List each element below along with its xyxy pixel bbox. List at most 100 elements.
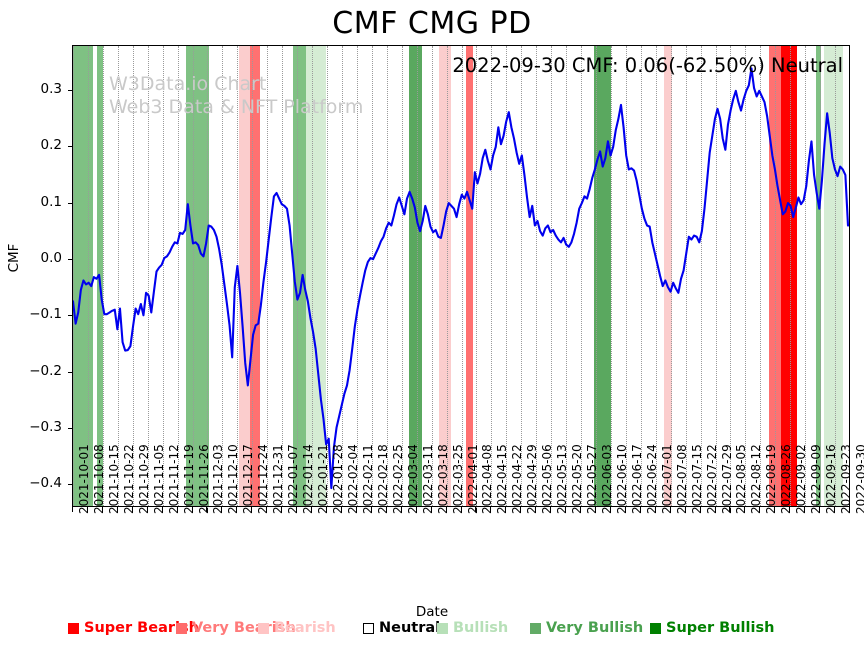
gridline: [730, 46, 732, 506]
legend-item-very-bullish[interactable]: Very Bullish: [530, 618, 643, 638]
x-tick-label: 2022-05-13: [555, 444, 570, 514]
legend-label: Super Bearish: [84, 620, 199, 636]
x-tick-label: 2022-07-22: [704, 444, 719, 514]
gridline: [685, 46, 687, 506]
x-tick-mark: [161, 507, 163, 512]
signal-band: [409, 46, 422, 506]
x-tick-label: 2022-08-26: [779, 444, 794, 514]
x-tick-mark: [251, 507, 253, 512]
y-tick-label: −0.3: [29, 419, 62, 436]
gridline: [715, 46, 717, 506]
x-tick-label: 2022-09-30: [854, 444, 864, 514]
gridline: [267, 46, 269, 506]
x-tick-label: 2022-03-11: [420, 444, 435, 514]
x-tick-mark: [191, 507, 193, 512]
x-tick-mark: [594, 507, 596, 512]
legend-swatch-icon: [437, 622, 448, 634]
legend-swatch-icon: [68, 622, 79, 634]
signal-bands-layer: [73, 46, 849, 506]
legend-label: Very Bullish: [546, 620, 644, 636]
x-tick-mark: [266, 507, 268, 512]
gridline: [655, 46, 657, 506]
cmf-line-series: [73, 67, 849, 490]
x-tick-label: 2022-03-25: [450, 444, 465, 514]
gridline: [356, 46, 358, 506]
x-tick-mark: [176, 507, 178, 512]
gridline: [416, 46, 418, 506]
x-tick-label: 2021-11-05: [151, 444, 166, 514]
gridline: [670, 46, 672, 506]
gridline: [147, 46, 149, 506]
x-tick-label: 2022-01-28: [331, 444, 346, 514]
gridline: [327, 46, 329, 506]
x-tick-label: 2022-04-08: [480, 444, 495, 514]
gridline: [102, 46, 104, 506]
x-tick-mark: [296, 507, 298, 512]
x-tick-mark: [475, 507, 477, 512]
gridline: [297, 46, 299, 506]
gridline: [192, 46, 194, 506]
legend-item-bearish[interactable]: Bearish: [258, 618, 336, 638]
gridline: [745, 46, 747, 506]
x-tick-label: 2022-02-04: [345, 444, 360, 514]
y-tick-mark: [68, 428, 72, 430]
y-tick-mark: [68, 259, 72, 261]
x-tick-label: 2021-11-12: [166, 444, 181, 514]
y-tick-label: −0.1: [29, 306, 62, 323]
gridline: [566, 46, 568, 506]
x-tick-label: 2022-08-19: [764, 444, 779, 514]
x-tick-mark: [355, 507, 357, 512]
signal-band: [185, 46, 210, 506]
x-tick-label: 2021-10-15: [106, 444, 121, 514]
gridline: [820, 46, 822, 506]
gridline: [595, 46, 597, 506]
x-tick-mark: [400, 507, 402, 512]
x-tick-label: 2022-09-16: [824, 444, 839, 514]
y-tick-mark: [68, 484, 72, 486]
x-tick-label: 2022-06-17: [629, 444, 644, 514]
gridline: [760, 46, 762, 506]
x-tick-label: 2021-12-10: [226, 444, 241, 514]
legend-item-super-bullish[interactable]: Super Bullish: [650, 618, 774, 638]
x-tick-label: 2022-06-24: [644, 444, 659, 514]
gridline: [371, 46, 373, 506]
x-tick-mark: [684, 507, 686, 512]
signal-band: [594, 46, 612, 506]
legend-swatch-icon: [176, 622, 187, 634]
gridline: [491, 46, 493, 506]
gridline: [790, 46, 792, 506]
legend-swatch-icon: [530, 622, 541, 634]
y-tick-mark: [68, 371, 72, 373]
x-tick-mark: [714, 507, 716, 512]
x-tick-mark: [281, 507, 283, 512]
legend-label: Very Bearish: [192, 620, 296, 636]
legend-item-bullish[interactable]: Bullish: [437, 618, 508, 638]
x-tick-label: 2022-04-29: [525, 444, 540, 514]
x-tick-label: 2022-09-09: [809, 444, 824, 514]
x-tick-mark: [490, 507, 492, 512]
x-tick-label: 2022-04-15: [495, 444, 510, 514]
x-tick-label: 2022-01-21: [316, 444, 331, 514]
x-tick-label: 2022-08-12: [749, 444, 764, 514]
signal-band: [438, 46, 452, 506]
y-tick-label: 0.0: [40, 250, 62, 267]
x-tick-mark: [370, 507, 372, 512]
x-axis-label: Date: [415, 604, 449, 620]
gridline: [536, 46, 538, 506]
legend-item-neutral[interactable]: Neutral: [363, 618, 440, 638]
signal-band: [823, 46, 844, 506]
gridline: [640, 46, 642, 506]
x-tick-mark: [744, 507, 746, 512]
gridline: [431, 46, 433, 506]
x-tick-mark: [654, 507, 656, 512]
gridline: [312, 46, 314, 506]
plot-area[interactable]: W3Data.io Chart Web3 Data & NFT Platform…: [72, 45, 850, 507]
x-tick-label: 2022-07-15: [689, 444, 704, 514]
x-tick-mark: [804, 507, 806, 512]
gridlines-layer: [73, 46, 849, 506]
legend-item-very-bearish[interactable]: Very Bearish: [176, 618, 296, 638]
legend-item-super-bearish[interactable]: Super Bearish: [68, 618, 199, 638]
gridline: [282, 46, 284, 506]
x-tick-label: 2021-10-01: [77, 444, 91, 514]
legend-label: Bearish: [274, 620, 336, 636]
